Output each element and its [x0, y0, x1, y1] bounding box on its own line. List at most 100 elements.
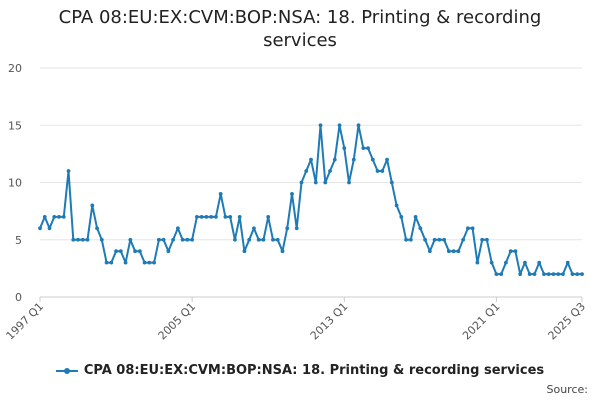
- data-point: [57, 214, 61, 219]
- data-point: [76, 237, 80, 242]
- data-point: [456, 249, 461, 254]
- data-point: [142, 260, 147, 265]
- data-point: [52, 214, 57, 219]
- data-point: [190, 237, 195, 242]
- data-point: [494, 272, 499, 276]
- data-point: [399, 214, 404, 219]
- data-point: [570, 272, 575, 276]
- data-point: [61, 214, 66, 219]
- data-point: [485, 237, 489, 242]
- data-point: [252, 226, 256, 231]
- data-point: [323, 180, 328, 185]
- data-point: [194, 214, 199, 219]
- data-point: [66, 169, 71, 173]
- data-point: [114, 249, 118, 254]
- data-point: [237, 214, 242, 219]
- grid-lines: [40, 67, 582, 298]
- data-point: [156, 237, 161, 242]
- data-point: [537, 260, 542, 265]
- data-point: [233, 237, 237, 242]
- data-point: [504, 260, 508, 265]
- data-point: [523, 260, 527, 265]
- data-point: [342, 146, 347, 151]
- data-point: [413, 214, 418, 219]
- data-point: [247, 237, 252, 242]
- chart-title: CPA 08:EU:EX:CVM:BOP:NSA: 18. Printing &…: [58, 7, 542, 51]
- data-point: [318, 123, 323, 128]
- data-point: [256, 237, 261, 242]
- data-point: [266, 214, 271, 219]
- y-tick-label: 10: [8, 177, 22, 190]
- x-tick-label: 2025 Q3: [546, 300, 589, 343]
- data-point: [152, 260, 157, 265]
- source-label: Source:: [546, 383, 589, 396]
- data-point: [356, 123, 361, 128]
- data-point: [280, 249, 285, 254]
- data-point: [261, 237, 266, 242]
- y-axis: 0 5 10 15 20: [8, 62, 22, 304]
- data-point: [499, 272, 504, 276]
- y-tick-label: 15: [8, 119, 22, 132]
- data-point: [347, 180, 351, 185]
- data-point: [123, 260, 128, 265]
- data-point: [209, 214, 214, 219]
- data-point: [118, 249, 123, 254]
- data-point: [375, 169, 380, 173]
- data-point: [575, 272, 580, 276]
- data-point: [133, 249, 137, 254]
- x-tick-label: 2005 Q1: [156, 300, 199, 343]
- data-point: [432, 237, 437, 242]
- data-point: [275, 237, 280, 242]
- data-point: [171, 237, 176, 242]
- y-tick-label: 0: [15, 291, 22, 304]
- data-point: [285, 226, 290, 231]
- data-point: [337, 123, 342, 128]
- x-tick-label: 2013 Q1: [308, 300, 351, 343]
- data-point: [214, 214, 218, 219]
- legend[interactable]: CPA 08:EU:EX:CVM:BOP:NSA: 18. Printing &…: [0, 363, 600, 378]
- data-point: [47, 226, 52, 231]
- data-point: [361, 146, 366, 151]
- data-point: [304, 169, 309, 173]
- data-point: [461, 237, 466, 242]
- data-point: [80, 237, 85, 242]
- data-point: [394, 203, 399, 208]
- data-point: [180, 237, 185, 242]
- data-point: [427, 249, 432, 254]
- data-point: [104, 260, 109, 265]
- data-point: [290, 192, 294, 196]
- data-point: [465, 226, 470, 231]
- data-point: [513, 249, 518, 254]
- data-point: [185, 237, 190, 242]
- data-point: [423, 237, 428, 242]
- data-point: [313, 180, 318, 185]
- data-point: [480, 237, 485, 242]
- data-point: [437, 237, 442, 242]
- data-point: [137, 249, 142, 254]
- data-point: [175, 226, 180, 231]
- data-point: [546, 272, 551, 276]
- data-point: [385, 157, 389, 162]
- x-axis: [39, 297, 583, 302]
- data-point: [527, 272, 532, 276]
- data-point: [328, 169, 332, 173]
- data-point: [380, 169, 385, 173]
- data-point: [204, 214, 209, 219]
- data-point: [109, 260, 114, 265]
- data-point: [580, 272, 584, 276]
- data-point: [542, 272, 546, 276]
- data-point: [218, 192, 223, 196]
- data-point: [556, 272, 561, 276]
- data-point: [408, 237, 413, 242]
- data-point: [508, 249, 513, 254]
- data-point: [442, 237, 447, 242]
- data-point: [161, 237, 166, 242]
- data-point: [147, 260, 152, 265]
- data-point: [85, 237, 90, 242]
- data-point: [518, 272, 523, 276]
- series-line-group: [38, 123, 584, 276]
- data-point: [404, 237, 408, 242]
- legend-label: CPA 08:EU:EX:CVM:BOP:NSA: 18. Printing &…: [83, 363, 545, 378]
- data-point: [90, 203, 95, 208]
